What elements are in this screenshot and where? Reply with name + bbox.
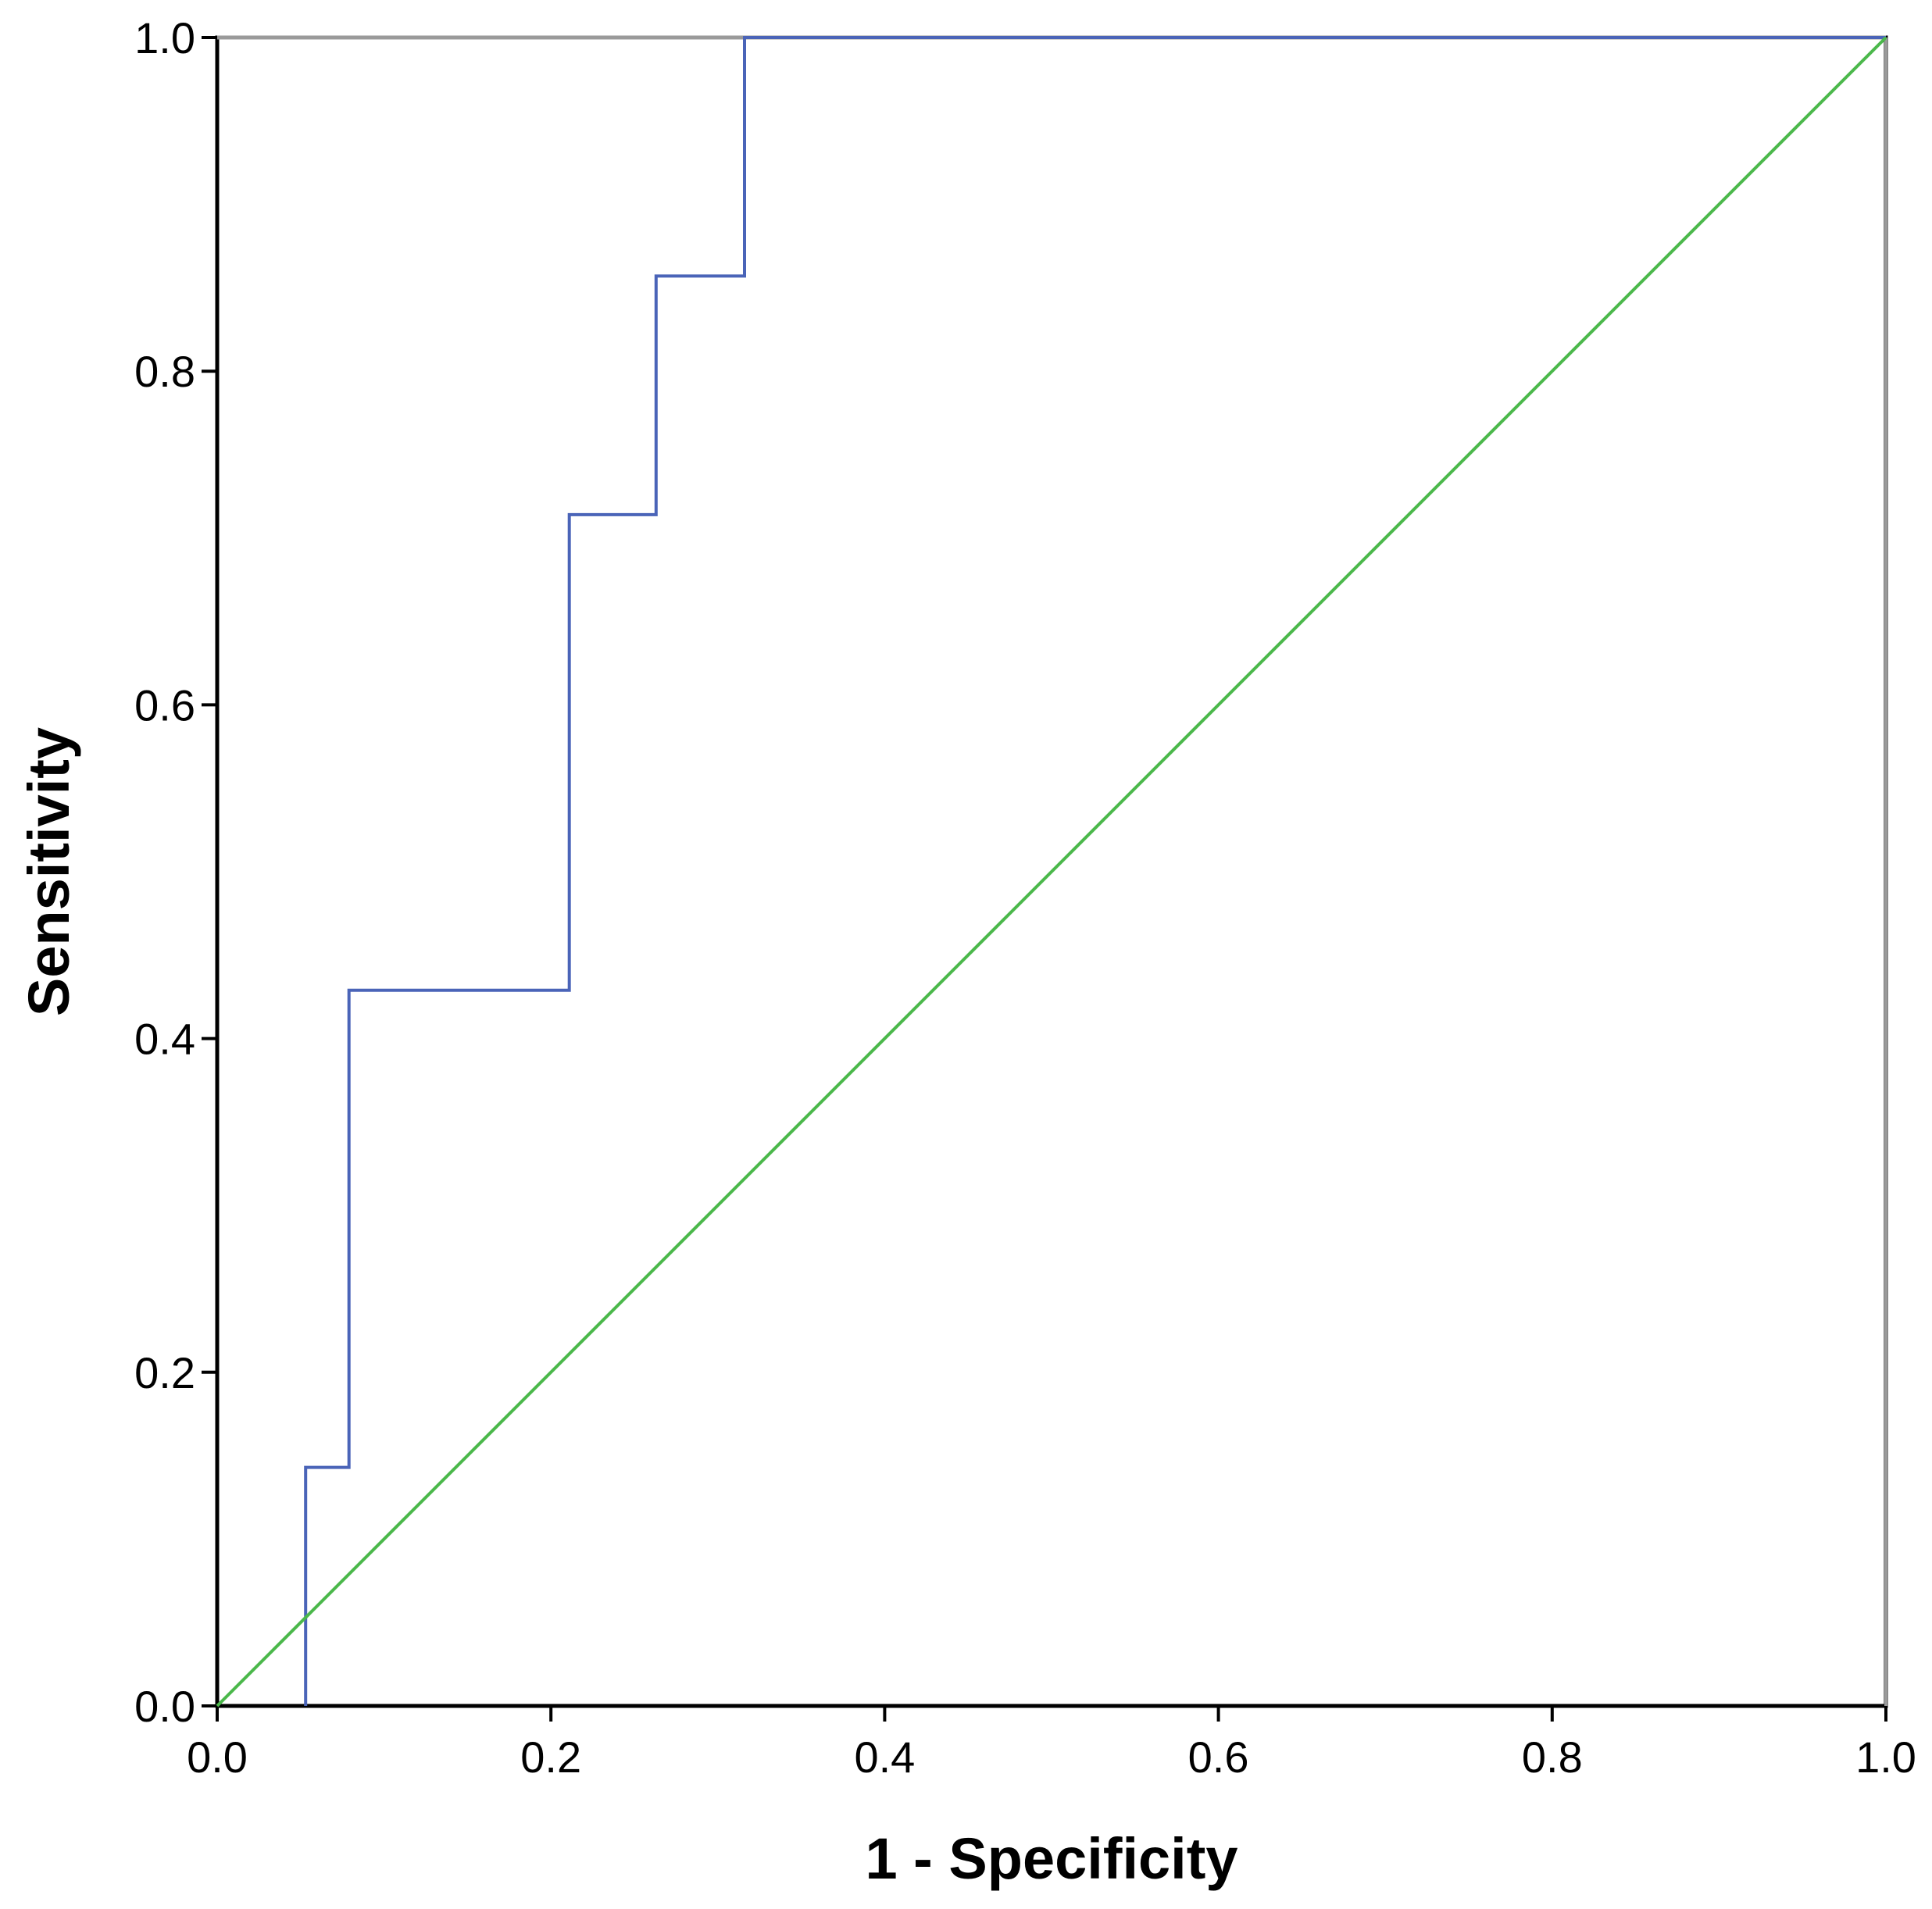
x-axis-ticks: 0.0 0.2 0.4 0.6 0.8 1.0	[187, 1706, 1916, 1782]
y-tick-label: 0.6	[134, 680, 195, 730]
y-axis-ticks: 0.0 0.2 0.4 0.6 0.8 1.0	[134, 13, 217, 1731]
x-tick-label: 0.6	[1188, 1732, 1249, 1782]
series-layer	[217, 37, 1886, 1706]
x-tick-label: 0.4	[854, 1732, 915, 1782]
x-tick-label: 0.8	[1522, 1732, 1583, 1782]
y-tick-label: 0.4	[134, 1015, 195, 1064]
x-tick-label: 1.0	[1855, 1732, 1916, 1782]
x-tick-label: 0.2	[520, 1732, 581, 1782]
y-tick-label: 0.2	[134, 1348, 195, 1397]
x-axis-title: 1 - Specificity	[865, 1826, 1237, 1891]
x-tick-label: 0.0	[187, 1732, 248, 1782]
y-tick-label: 0.8	[134, 347, 195, 396]
y-tick-label: 0.0	[134, 1682, 195, 1731]
reference-diagonal-line	[217, 37, 1886, 1706]
roc-curve-line	[305, 37, 1886, 1706]
y-axis-title: Sensitivity	[16, 727, 81, 1016]
y-tick-label: 1.0	[134, 13, 195, 62]
